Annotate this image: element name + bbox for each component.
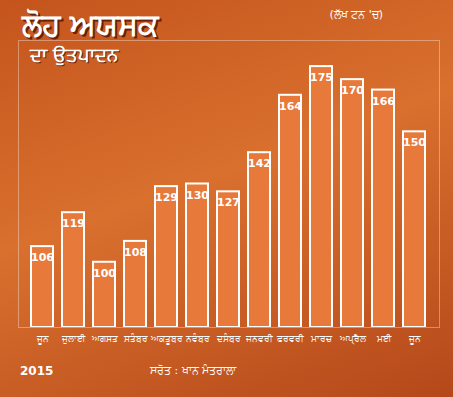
svg-text:129: 129 bbox=[155, 191, 178, 204]
svg-text:ਜੁਲਾਈ: ਜੁਲਾਈ bbox=[61, 334, 86, 344]
svg-text:ਜੂਨ: ਜੂਨ bbox=[36, 334, 49, 345]
svg-text:170: 170 bbox=[341, 84, 364, 97]
html-text:(ਲੱਖ ਟਨ 'ਚ): (ਲੱਖ ਟਨ 'ਚ) bbox=[329, 8, 383, 21]
svg-text:127: 127 bbox=[217, 196, 240, 209]
svg-text:ਸਤੰਬਰ: ਸਤੰਬਰ bbox=[123, 333, 148, 344]
svg-text:166: 166 bbox=[372, 95, 395, 108]
svg-text:ਅਪ੍ਰੈਲ: ਅਪ੍ਰੈਲ bbox=[339, 334, 367, 345]
svg-text:ਮਈ: ਮਈ bbox=[376, 334, 392, 344]
svg-text:106: 106 bbox=[31, 251, 54, 264]
svg-text:108: 108 bbox=[124, 246, 147, 259]
svg-text:119: 119 bbox=[62, 217, 85, 230]
html-text:ਲੋਹ ਅਯਸਕ: ਲੋਹ ਅਯਸਕ bbox=[22, 7, 159, 42]
svg-text:150: 150 bbox=[403, 136, 426, 149]
svg-text:175: 175 bbox=[310, 71, 333, 84]
svg-text:142: 142 bbox=[248, 157, 271, 170]
svg-text:ਮਾਰਚ: ਮਾਰਚ bbox=[310, 334, 333, 344]
html-text:ਸਰੋਤ : ਖਾਨ ਮੰਤਰਾਲਾ: ਸਰੋਤ : ਖਾਨ ਮੰਤਰਾਲਾ bbox=[150, 364, 237, 377]
svg-text:ਨਵੰਬਰ: ਨਵੰਬਰ bbox=[185, 333, 210, 344]
svg-text:ਜਨਵਰੀ: ਜਨਵਰੀ bbox=[245, 334, 273, 344]
svg-text:ਫਰਵਰੀ: ਫਰਵਰੀ bbox=[276, 334, 304, 344]
svg-text:ਅਗਸਤ: ਅਗਸਤ bbox=[91, 334, 118, 344]
svg-text:130: 130 bbox=[186, 189, 209, 202]
svg-text:100: 100 bbox=[93, 267, 116, 280]
svg-text:ਦਸੰਬਰ: ਦਸੰਬਰ bbox=[216, 333, 241, 344]
html-text:ਦਾ ਉਤਪਾਦਨ: ਦਾ ਉਤਪਾਦਨ bbox=[30, 44, 119, 65]
html-text:2015: 2015 bbox=[20, 364, 54, 378]
svg-text:164: 164 bbox=[279, 100, 302, 113]
svg-text:ਜੂਨ: ਜੂਨ bbox=[408, 334, 421, 345]
svg-text:ਅਕਤੂਬਰ: ਅਕਤੂਬਰ bbox=[150, 334, 183, 345]
